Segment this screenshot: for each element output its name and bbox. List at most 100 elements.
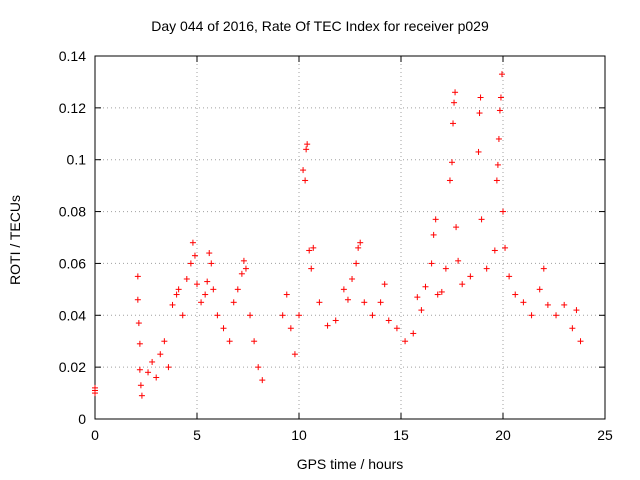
data-point-marker xyxy=(287,325,294,332)
data-point-marker xyxy=(414,294,421,301)
data-point-marker xyxy=(304,141,311,148)
data-point-marker xyxy=(259,377,266,384)
data-point-marker xyxy=(238,270,245,277)
data-point-marker xyxy=(502,244,509,251)
data-point-marker xyxy=(300,167,307,174)
data-point-marker xyxy=(495,135,502,142)
data-point-marker xyxy=(242,265,249,272)
data-point-marker xyxy=(544,301,551,308)
data-point-marker xyxy=(194,281,200,288)
data-point-marker xyxy=(191,252,198,259)
data-point-marker xyxy=(310,244,317,251)
data-point-marker xyxy=(134,273,141,280)
data-point-marker xyxy=(483,265,490,272)
data-point-marker xyxy=(528,312,535,319)
data-point-marker xyxy=(491,247,498,254)
data-point-marker xyxy=(430,231,437,238)
data-point-marker xyxy=(202,291,209,298)
data-point-marker xyxy=(467,273,474,280)
data-point-marker xyxy=(204,278,211,285)
data-point-marker xyxy=(302,177,309,184)
data-point-marker xyxy=(136,366,143,373)
data-point-marker xyxy=(497,94,504,101)
data-point-marker xyxy=(183,275,190,282)
data-point-marker xyxy=(230,299,237,306)
data-point-marker xyxy=(410,330,417,337)
plot-area xyxy=(94,55,606,420)
data-point-marker xyxy=(355,244,362,251)
data-point-marker xyxy=(137,382,144,389)
data-point-marker xyxy=(220,325,227,332)
data-point-marker xyxy=(455,257,462,264)
data-point-marker xyxy=(210,286,217,293)
data-point-marker xyxy=(506,273,513,280)
data-point-marker xyxy=(251,338,258,345)
data-point-marker xyxy=(361,299,368,306)
data-point-marker xyxy=(438,288,445,295)
data-point-marker xyxy=(496,107,503,114)
y-tick-label: 0.06 xyxy=(59,255,86,271)
data-point-marker xyxy=(553,312,560,319)
data-point-marker xyxy=(153,374,160,381)
data-point-marker xyxy=(577,338,584,345)
data-point-marker xyxy=(536,286,543,293)
data-point-marker xyxy=(206,250,213,257)
x-tick-label: 0 xyxy=(91,427,99,443)
data-point-marker xyxy=(381,281,388,288)
data-point-marker xyxy=(428,260,435,267)
chart-title: Day 044 of 2016, Rate Of TEC Index for r… xyxy=(151,18,489,34)
data-point-marker xyxy=(422,283,429,290)
data-point-marker xyxy=(434,291,441,298)
data-point-marker xyxy=(385,317,392,324)
y-axis-label: ROTI / TECUs xyxy=(7,195,23,285)
data-point-marker xyxy=(303,146,310,153)
data-point-marker xyxy=(92,384,98,391)
data-point-marker xyxy=(393,325,400,332)
data-point-marker xyxy=(452,89,459,96)
data-point-marker xyxy=(255,364,262,371)
x-tick-label: 15 xyxy=(393,427,409,443)
data-point-marker xyxy=(520,299,527,306)
data-point-marker xyxy=(573,307,580,314)
data-point-marker xyxy=(296,312,302,319)
data-point-marker xyxy=(340,286,347,293)
axis-ticks: 0 5 10 15 20 25 0 0.02 0.04 0.06 0.08 0.1 0.12 0.14 xyxy=(59,48,613,443)
data-point-marker xyxy=(173,291,180,298)
x-tick-label: 10 xyxy=(291,427,307,443)
data-point-marker xyxy=(316,299,323,306)
x-tick-label: 25 xyxy=(597,427,613,443)
data-point-marker xyxy=(451,99,458,106)
data-point-marker xyxy=(512,291,519,298)
data-point-marker xyxy=(208,260,215,267)
data-points xyxy=(92,71,584,399)
data-point-marker xyxy=(161,338,168,345)
data-point-marker xyxy=(175,286,182,293)
data-point-marker xyxy=(283,291,290,298)
data-point-marker xyxy=(357,239,364,246)
data-point-marker xyxy=(369,312,376,319)
data-point-marker xyxy=(149,358,156,365)
gridlines xyxy=(95,56,605,419)
data-point-marker xyxy=(226,338,233,345)
data-point-marker xyxy=(418,307,425,314)
data-point-marker xyxy=(135,320,142,327)
x-tick-label: 20 xyxy=(495,427,511,443)
x-axis-label: GPS time / hours xyxy=(296,456,404,472)
data-point-marker xyxy=(450,120,457,127)
data-point-marker xyxy=(324,322,331,329)
y-tick-label: 0.02 xyxy=(59,359,86,375)
data-point-marker xyxy=(291,351,298,358)
y-tick-label: 0.04 xyxy=(59,307,86,323)
data-point-marker xyxy=(402,338,409,345)
data-point-marker xyxy=(432,216,439,223)
y-tick-label: 0.1 xyxy=(67,152,87,168)
data-point-marker xyxy=(165,364,172,371)
y-tick-label: 0.08 xyxy=(59,204,86,220)
data-point-marker xyxy=(453,224,460,231)
data-point-marker xyxy=(247,312,254,319)
data-point-marker xyxy=(189,239,196,246)
data-point-marker xyxy=(475,148,482,155)
data-point-marker xyxy=(442,265,449,272)
y-tick-label: 0.12 xyxy=(59,100,86,116)
x-tick-label: 5 xyxy=(193,427,201,443)
